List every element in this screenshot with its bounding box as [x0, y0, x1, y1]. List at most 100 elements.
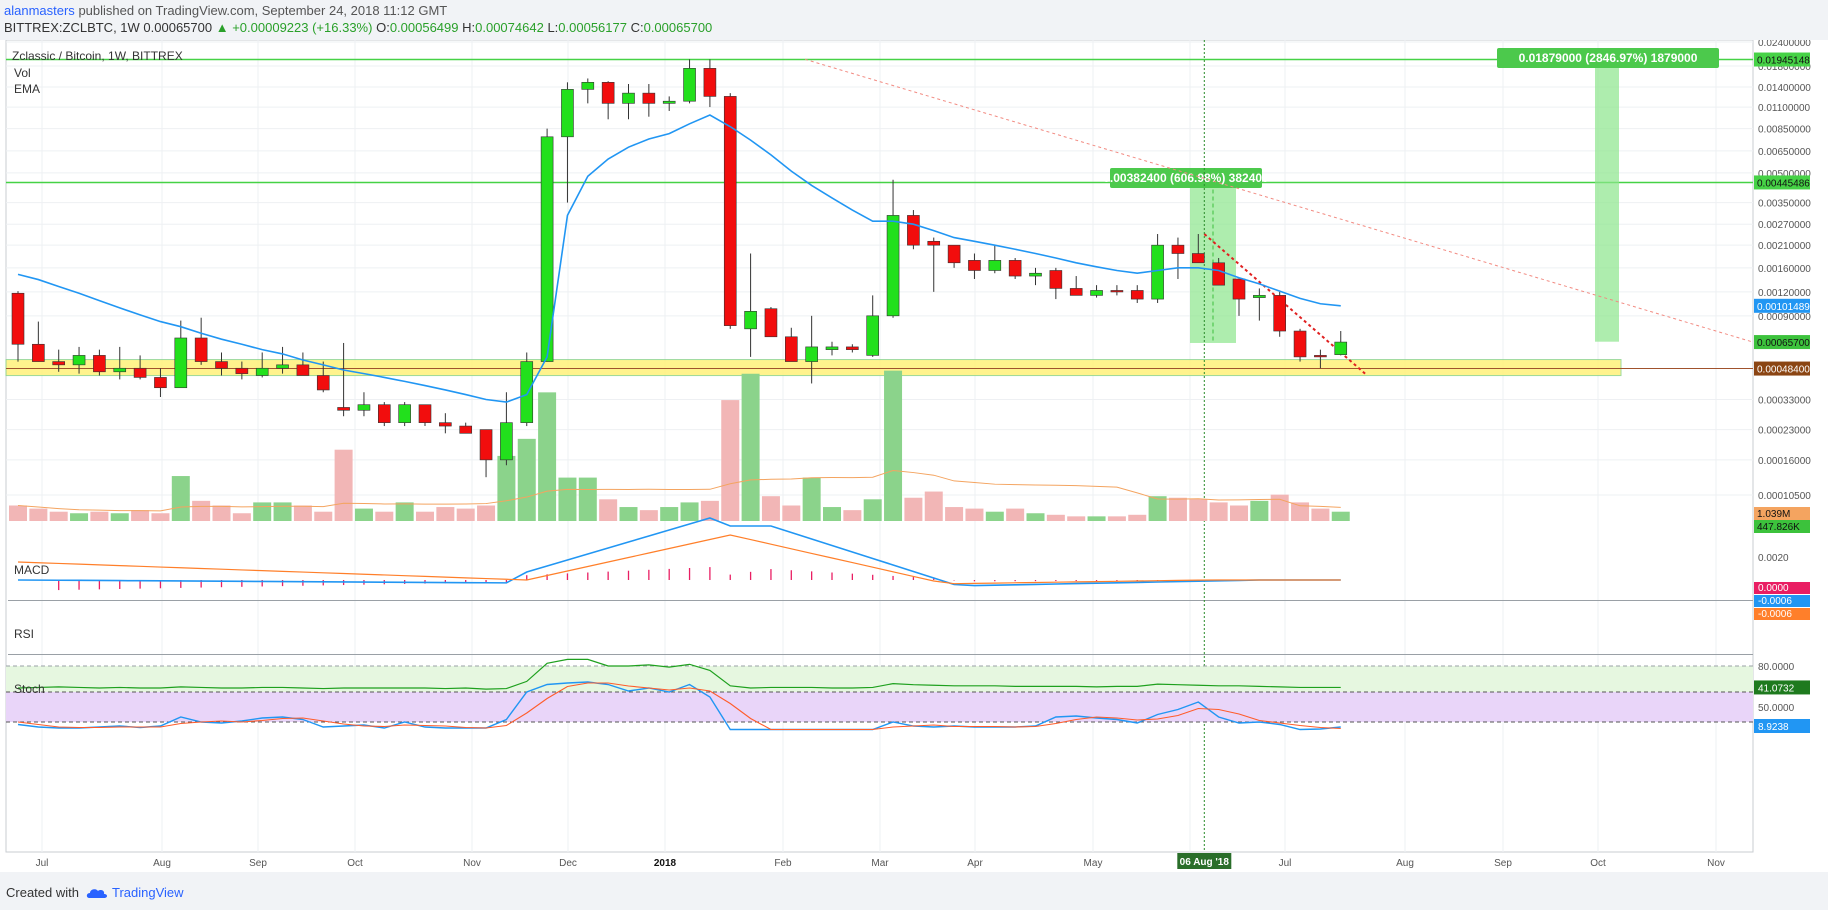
candle-body: [113, 367, 127, 373]
volume-bar: [90, 511, 109, 521]
price-tick-label: 0.00210000: [1758, 241, 1811, 252]
price-tick-label: 0.00650000: [1758, 147, 1811, 158]
volume-bar: [721, 400, 740, 521]
price-pane[interactable]: 0.00382400 (606.98%) 382400 0.01879000 (2…: [5, 40, 1754, 852]
volume-bar: [945, 507, 964, 521]
macd-line: [17, 517, 1341, 587]
pane-separator-macd: [8, 600, 1753, 601]
time-tick-label: Jul: [1279, 858, 1292, 869]
candle-body: [805, 346, 818, 362]
volume-bar: [192, 500, 211, 521]
rsi-title: RSI: [14, 627, 34, 641]
support-zone: [5, 359, 1622, 377]
candle-body: [1130, 290, 1144, 300]
volume-bar: [1128, 514, 1147, 521]
candle-body: [1151, 244, 1164, 300]
candle-body: [520, 361, 534, 423]
crosshair-date-bg: [1177, 853, 1232, 869]
candle-body: [581, 82, 595, 90]
candle-body: [93, 355, 106, 373]
chart-canvas[interactable]: 0.00382400 (606.98%) 382400 0.01879000 (2…: [0, 40, 1828, 872]
price-label-bg: [1754, 335, 1810, 350]
candle-body: [439, 422, 452, 427]
stoch-title: Stoch: [14, 682, 45, 696]
candle-body: [72, 355, 86, 366]
close-value: 0.00065700: [643, 20, 713, 35]
price-tick-label: 0.00120000: [1758, 288, 1811, 299]
candle-body: [1314, 355, 1327, 358]
time-tick-label: Apr: [967, 858, 983, 869]
volume-bar: [538, 392, 557, 521]
candle-body: [276, 364, 289, 369]
volume-bar: [334, 449, 353, 521]
time-tick-label: Mar: [871, 858, 889, 869]
stoch-tick-label: 50.0000: [1758, 703, 1795, 714]
price-label-bg: [1754, 175, 1810, 190]
macd-label: -0.0006: [1758, 609, 1792, 620]
footer: Created with TradingView: [0, 875, 1828, 910]
candle-body: [1334, 341, 1348, 355]
time-tick-label: Nov: [463, 858, 481, 869]
volume-bar: [1291, 502, 1310, 521]
price-tick-label: 0.00023000: [1758, 426, 1811, 437]
candle-body: [11, 292, 25, 345]
volume-bar: [1168, 497, 1187, 521]
price-axis[interactable]: 0.02400000 0.01800000 0.01400000 0.01100000…: [1754, 40, 1811, 733]
tradingview-brand-link[interactable]: TradingView: [112, 885, 184, 900]
volume-bar: [1067, 516, 1086, 521]
measure-label-bg-1: [1110, 168, 1262, 188]
volume-bar: [924, 491, 943, 521]
price-tick-label: 0.00016000: [1758, 456, 1811, 467]
close-label: C:: [630, 20, 644, 35]
volume-bar: [558, 477, 577, 521]
candle-body: [1171, 244, 1185, 254]
candle-body: [784, 336, 798, 362]
volume-bar: [985, 511, 1004, 521]
volume-bar: [314, 511, 333, 521]
publish-text: published on TradingView.com, September …: [78, 3, 448, 18]
volume-bar: [802, 477, 821, 521]
price-tick-label: 0.01400000: [1758, 83, 1811, 94]
candle-body: [479, 429, 493, 461]
volume-bar: [395, 502, 414, 521]
candle-body: [907, 215, 920, 246]
time-tick-label: Aug: [1396, 858, 1414, 869]
candle-body: [174, 337, 188, 389]
volume-bar: [1148, 496, 1167, 521]
volume-bar: [1087, 516, 1106, 521]
rsi-tick-label: 80.0000: [1758, 662, 1795, 673]
candle-body: [1049, 270, 1063, 289]
candle-body: [1110, 290, 1124, 293]
volume-bar: [497, 455, 516, 521]
macd-label: 0.0000: [1758, 583, 1789, 594]
volume-bar: [517, 438, 536, 521]
candle-body: [133, 367, 147, 378]
volume-bar: [70, 513, 89, 521]
candle-body: [764, 308, 778, 338]
price-label-bg: [1754, 361, 1810, 376]
price-tick-label: 0.02400000: [1758, 40, 1811, 49]
author-link[interactable]: alanmasters: [4, 3, 75, 18]
candle-body: [154, 377, 167, 389]
symbol-ohlc: BITTREX:ZCLBTC, 1W 0.00065700 ▲ +0.00009…: [4, 20, 712, 35]
volume-bar: [253, 502, 272, 521]
time-axis[interactable]: JulAugSepOctNovDec2018FebMarAprMayJunJul…: [36, 853, 1725, 869]
volume-bar: [354, 508, 373, 521]
volume-bar: [1331, 511, 1350, 521]
price-label: 0.00101489: [1757, 302, 1810, 313]
volume-label-bg: [1754, 520, 1810, 533]
macd-pane[interactable]: [17, 517, 1341, 591]
volume-label: 447.826K: [1757, 522, 1800, 533]
macd-label-bg: [1754, 595, 1810, 607]
candle-body: [622, 92, 635, 104]
price-tick-label: 0.01800000: [1758, 62, 1811, 73]
candle-body: [377, 404, 391, 423]
price-tick-label: 0.00033000: [1758, 395, 1811, 406]
volume-bar: [578, 477, 597, 521]
stoch-label-bg: [1754, 719, 1810, 733]
volume-bar: [477, 505, 496, 521]
price-tick-label: 0.00010500: [1758, 491, 1811, 502]
volume-bar: [232, 513, 251, 521]
volume-bar: [619, 507, 638, 521]
stoch-pane[interactable]: [6, 681, 1753, 731]
